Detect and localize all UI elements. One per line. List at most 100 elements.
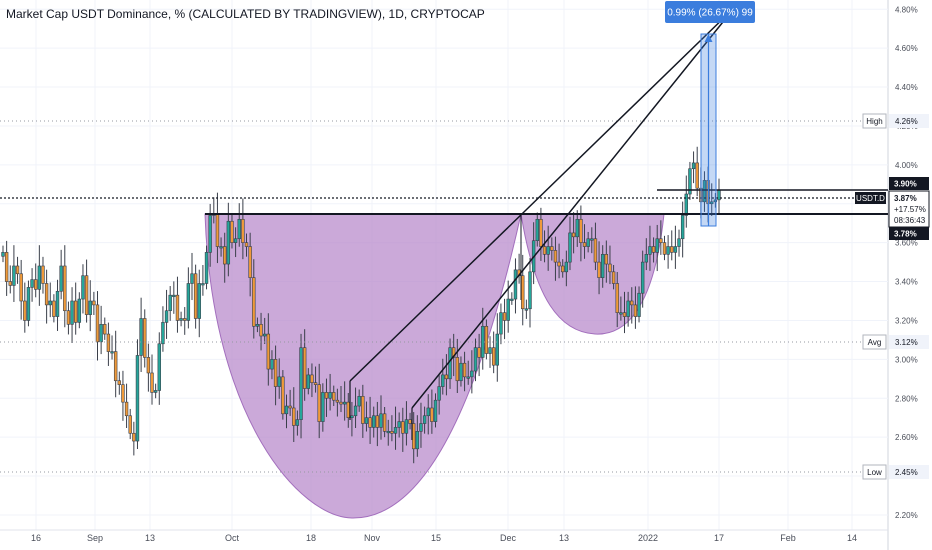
candle[interactable]: [321, 383, 325, 432]
candle[interactable]: [277, 358, 281, 399]
candle[interactable]: [8, 265, 12, 294]
candle[interactable]: [183, 307, 187, 335]
candle[interactable]: [302, 329, 307, 401]
candle[interactable]: [455, 338, 460, 393]
candle[interactable]: [313, 366, 318, 393]
candle[interactable]: [662, 235, 667, 261]
candle[interactable]: [66, 301, 71, 335]
candle[interactable]: [230, 214, 234, 249]
candle[interactable]: [15, 256, 20, 284]
candle[interactable]: [444, 354, 449, 396]
candle[interactable]: [121, 370, 125, 421]
candle[interactable]: [233, 227, 238, 258]
candle[interactable]: [255, 317, 260, 333]
candle[interactable]: [473, 338, 478, 382]
candle[interactable]: [677, 229, 681, 257]
candle[interactable]: [670, 230, 674, 261]
candle[interactable]: [422, 406, 427, 434]
candle[interactable]: [611, 265, 616, 290]
candle[interactable]: [684, 175, 688, 228]
candle[interactable]: [459, 356, 463, 387]
candle[interactable]: [262, 317, 267, 344]
candle[interactable]: [77, 292, 82, 329]
candle[interactable]: [390, 415, 394, 442]
candle[interactable]: [92, 291, 96, 316]
candle[interactable]: [332, 385, 336, 407]
candle[interactable]: [626, 291, 630, 327]
candle[interactable]: [622, 291, 627, 334]
candle[interactable]: [310, 363, 314, 398]
candle[interactable]: [615, 272, 619, 328]
candle[interactable]: [466, 360, 470, 385]
trend-lines-layer[interactable]: 0.99% (26.67%) 99: [0, 1, 888, 473]
candle[interactable]: [244, 233, 249, 257]
candle[interactable]: [143, 309, 147, 368]
candle[interactable]: [172, 281, 176, 314]
candle[interactable]: [680, 201, 685, 258]
candle[interactable]: [510, 292, 514, 305]
candle[interactable]: [317, 363, 321, 439]
candle[interactable]: [484, 319, 489, 360]
candle[interactable]: [379, 395, 383, 440]
candle[interactable]: [386, 419, 390, 446]
candle[interactable]: [164, 289, 169, 339]
candle[interactable]: [393, 406, 398, 450]
candle[interactable]: [175, 276, 180, 333]
candle[interactable]: [659, 220, 663, 255]
candle[interactable]: [139, 297, 143, 372]
candle[interactable]: [193, 264, 198, 329]
candle[interactable]: [575, 210, 579, 247]
candle[interactable]: [146, 343, 151, 392]
candle[interactable]: [124, 383, 129, 429]
candle[interactable]: [237, 203, 241, 247]
candle[interactable]: [55, 279, 60, 331]
candle[interactable]: [288, 389, 292, 416]
candle[interactable]: [375, 401, 380, 447]
candle[interactable]: [619, 296, 623, 321]
candle[interactable]: [273, 345, 278, 406]
candle[interactable]: [535, 212, 539, 247]
candle[interactable]: [103, 317, 107, 340]
candle[interactable]: [95, 291, 100, 361]
candle[interactable]: [404, 401, 409, 446]
candle[interactable]: [673, 225, 678, 269]
candle[interactable]: [564, 250, 569, 287]
candle[interactable]: [190, 252, 194, 301]
candle[interactable]: [462, 351, 467, 392]
candle[interactable]: [539, 207, 543, 261]
candle[interactable]: [437, 375, 441, 415]
candle[interactable]: [292, 387, 296, 443]
candle[interactable]: [328, 373, 332, 411]
candle[interactable]: [48, 282, 52, 318]
candle[interactable]: [433, 393, 438, 428]
candle[interactable]: [335, 388, 340, 417]
candle[interactable]: [41, 256, 45, 294]
candle[interactable]: [70, 287, 74, 344]
candle[interactable]: [306, 368, 310, 395]
candle[interactable]: [88, 280, 92, 332]
candle[interactable]: [128, 408, 132, 440]
candle[interactable]: [26, 280, 31, 327]
candle[interactable]: [368, 396, 372, 444]
candle[interactable]: [470, 350, 474, 394]
candle[interactable]: [637, 286, 641, 323]
candle[interactable]: [299, 333, 303, 439]
candle[interactable]: [633, 286, 638, 329]
candle[interactable]: [513, 258, 518, 314]
candle[interactable]: [353, 387, 358, 429]
candle[interactable]: [655, 224, 659, 272]
candle[interactable]: [364, 401, 369, 432]
candle[interactable]: [710, 183, 714, 217]
candle[interactable]: [248, 232, 252, 297]
candle[interactable]: [23, 282, 27, 333]
candle[interactable]: [502, 298, 507, 340]
candle[interactable]: [688, 161, 692, 200]
candle[interactable]: [593, 222, 598, 271]
candle[interactable]: [430, 389, 434, 434]
candle[interactable]: [553, 236, 558, 281]
candle[interactable]: [201, 265, 205, 296]
candle[interactable]: [19, 259, 23, 320]
candle[interactable]: [550, 237, 554, 261]
candle[interactable]: [281, 370, 285, 420]
